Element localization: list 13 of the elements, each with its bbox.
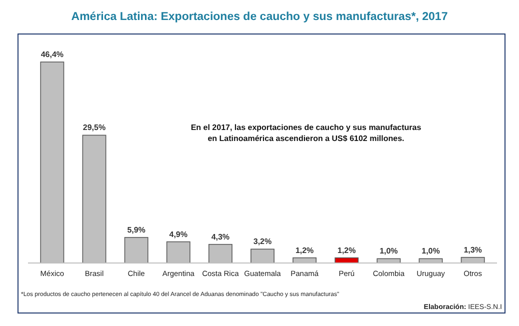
chart-title: América Latina: Exportaciones de caucho y sus manufacturas*, 2017 [71, 11, 448, 23]
data-label: 3,2% [253, 237, 272, 246]
annotation: En el 2017, las exportaciones de caucho y sus manufacturas en Latinoamérica ascendieron a US$ 6102 millones. [190, 123, 422, 143]
data-label: 1,2% [295, 246, 314, 255]
data-label: 1,0% [422, 246, 440, 256]
data-label: 5,9% [127, 225, 146, 234]
data-label: 1,2% [338, 246, 356, 255]
data-label: 4,3% [211, 232, 230, 242]
data-label: 4,9% [169, 230, 188, 239]
data-label: 29,5% [82, 123, 106, 132]
data-label: 46,4% [40, 50, 64, 59]
data-label: 1,3% [464, 245, 482, 254]
data-label: 1,0% [380, 246, 398, 256]
